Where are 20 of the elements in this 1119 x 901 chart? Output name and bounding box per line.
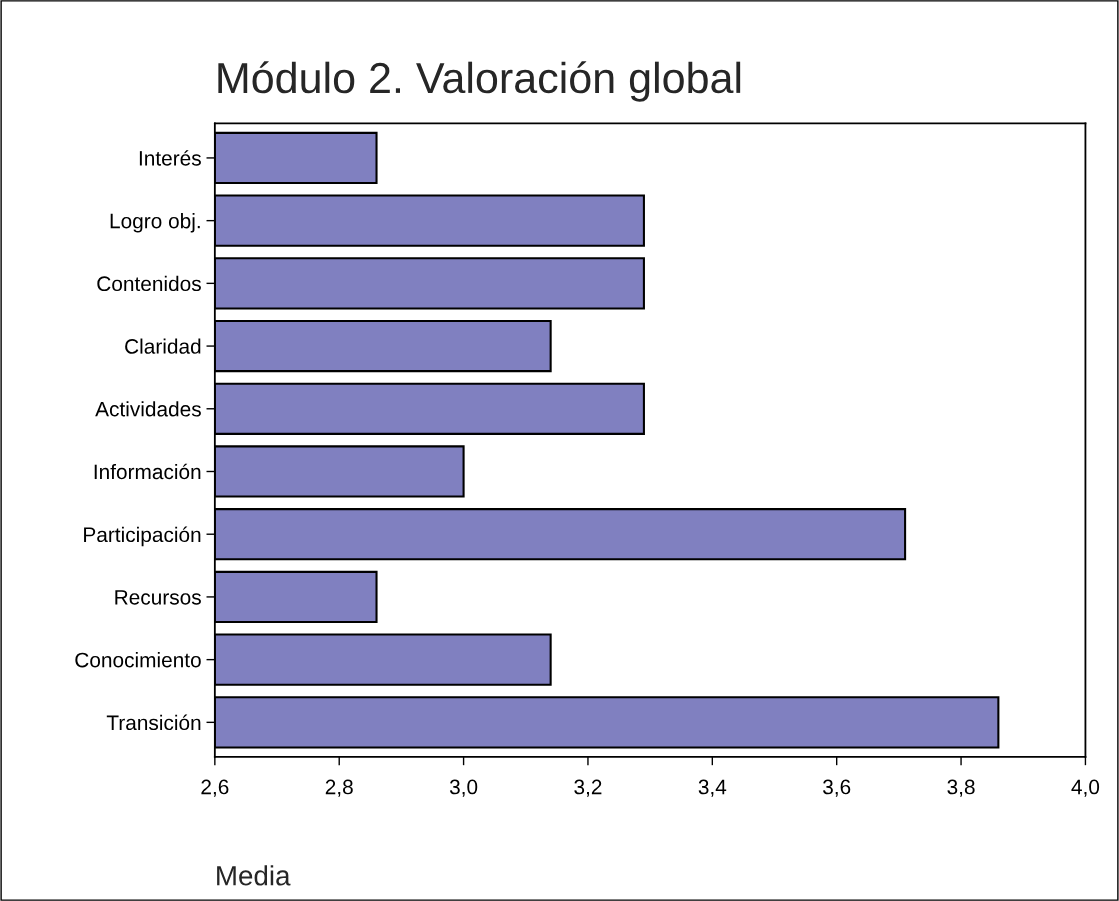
y-tick-label: Claridad xyxy=(125,338,201,354)
y-tick-label: Transición xyxy=(106,714,201,731)
x-tick-label: 3,0 xyxy=(449,779,478,797)
x-tick-label: 3,2 xyxy=(574,779,602,797)
chart-title: Módulo 2. Valoración global xyxy=(218,61,741,102)
x-tick-label: 2,8 xyxy=(325,779,353,797)
y-tick-label: Recursos xyxy=(115,590,201,605)
y-tick-label: Logro obj. xyxy=(110,213,200,233)
y-tick-label: Interés xyxy=(139,150,201,166)
x-tick-label: 3,6 xyxy=(823,779,851,797)
x-axis-title: Media xyxy=(217,865,291,886)
y-tick-label: Información xyxy=(94,463,201,480)
y-tick-label: Participación xyxy=(84,526,201,547)
x-tick-label: 4,0 xyxy=(1071,779,1100,797)
x-tick-label: 3,4 xyxy=(698,779,727,797)
x-tick-label: 3,8 xyxy=(947,779,975,797)
y-tick-label: Actividades xyxy=(95,401,201,417)
x-tick-label: 2,6 xyxy=(201,779,229,797)
y-tick-label: Conocimiento xyxy=(75,652,201,668)
y-tick-label: Contenidos xyxy=(97,275,201,292)
